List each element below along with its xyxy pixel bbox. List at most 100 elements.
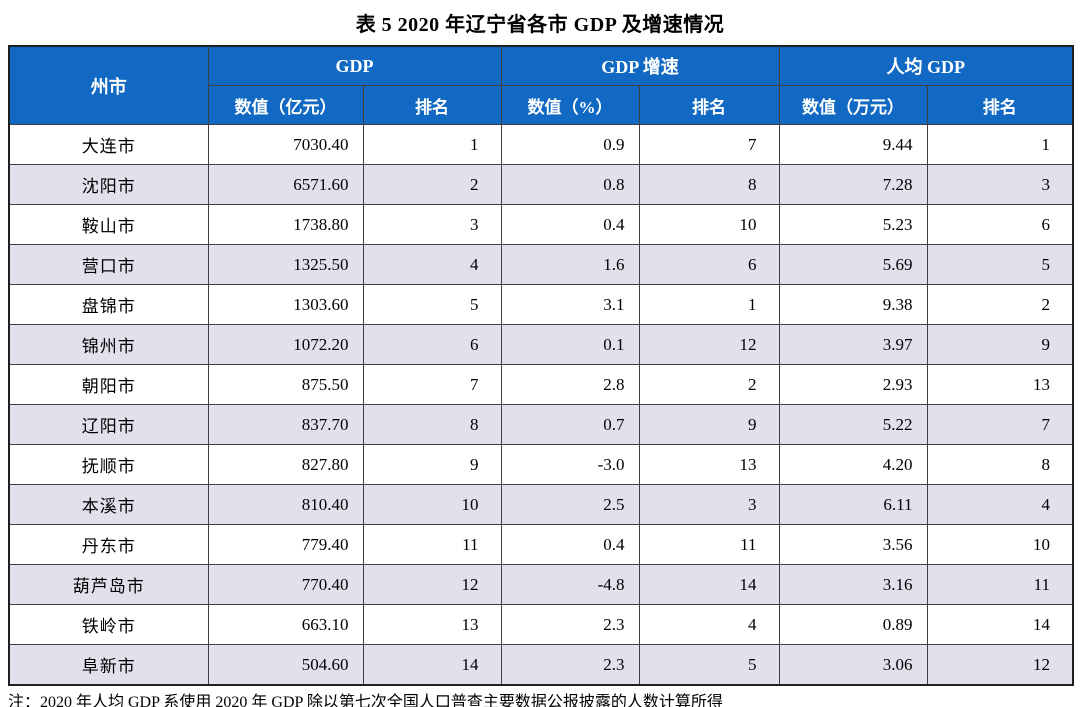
city-cell: 鞍山市 [8,204,209,245]
percapita-value-cell: 2.93 [778,364,928,405]
percapita-value-cell: 9.38 [778,284,928,325]
city-cell: 朝阳市 [8,364,209,405]
growth-rank-cell: 3 [638,484,780,525]
percapita-value-cell: 9.44 [778,124,928,165]
gdp-rank-cell: 12 [362,564,502,605]
percapita-value-cell: 7.28 [778,164,928,205]
table-row: 铁岭市 663.10 13 2.3 4 0.89 14 [8,604,1074,645]
gdp-rank-cell: 3 [362,204,502,245]
gdp-rank-cell: 10 [362,484,502,525]
percapita-value-cell: 5.22 [778,404,928,445]
growth-value-cell: 3.1 [500,284,640,325]
city-cell: 丹东市 [8,524,209,565]
table-row: 营口市 1325.50 4 1.6 6 5.69 5 [8,244,1074,285]
table-row: 锦州市 1072.20 6 0.1 12 3.97 9 [8,324,1074,365]
col-header-gdp-value: 数值（亿元） [207,85,364,125]
col-header-growth-rank: 排名 [638,85,780,125]
gdp-value-cell: 1325.50 [207,244,364,285]
growth-rank-cell: 8 [638,164,780,205]
gdp-value-cell: 1738.80 [207,204,364,245]
city-cell: 盘锦市 [8,284,209,325]
percapita-rank-cell: 7 [926,404,1074,445]
col-group-gdp-growth: GDP 增速 [500,45,780,86]
growth-rank-cell: 6 [638,244,780,285]
table-row: 鞍山市 1738.80 3 0.4 10 5.23 6 [8,204,1074,245]
gdp-rank-cell: 7 [362,364,502,405]
growth-value-cell: 0.4 [500,524,640,565]
growth-value-cell: 0.1 [500,324,640,365]
col-header-growth-value: 数值（%） [500,85,640,125]
city-cell: 大连市 [8,124,209,165]
growth-rank-cell: 9 [638,404,780,445]
city-cell: 葫芦岛市 [8,564,209,605]
percapita-rank-cell: 13 [926,364,1074,405]
gdp-rank-cell: 8 [362,404,502,445]
percapita-value-cell: 5.69 [778,244,928,285]
table-row: 大连市 7030.40 1 0.9 7 9.44 1 [8,124,1074,165]
growth-rank-cell: 14 [638,564,780,605]
table-row: 阜新市 504.60 14 2.3 5 3.06 12 [8,644,1074,686]
percapita-rank-cell: 2 [926,284,1074,325]
growth-value-cell: -4.8 [500,564,640,605]
growth-value-cell: 2.8 [500,364,640,405]
percapita-rank-cell: 6 [926,204,1074,245]
table-row: 辽阳市 837.70 8 0.7 9 5.22 7 [8,404,1074,445]
city-cell: 沈阳市 [8,164,209,205]
growth-value-cell: 0.9 [500,124,640,165]
gdp-rank-cell: 5 [362,284,502,325]
percapita-rank-cell: 11 [926,564,1074,605]
growth-rank-cell: 5 [638,644,780,686]
city-cell: 锦州市 [8,324,209,365]
table-row: 沈阳市 6571.60 2 0.8 8 7.28 3 [8,164,1074,205]
table-row: 本溪市 810.40 10 2.5 3 6.11 4 [8,484,1074,525]
gdp-rank-cell: 9 [362,444,502,485]
growth-rank-cell: 11 [638,524,780,565]
percapita-rank-cell: 9 [926,324,1074,365]
growth-value-cell: -3.0 [500,444,640,485]
gdp-value-cell: 1072.20 [207,324,364,365]
col-header-gdp-rank: 排名 [362,85,502,125]
city-cell: 阜新市 [8,644,209,686]
col-header-percapita-rank: 排名 [926,85,1074,125]
percapita-rank-cell: 1 [926,124,1074,165]
city-cell: 铁岭市 [8,604,209,645]
growth-value-cell: 0.8 [500,164,640,205]
gdp-value-cell: 827.80 [207,444,364,485]
growth-rank-cell: 1 [638,284,780,325]
growth-value-cell: 2.5 [500,484,640,525]
percapita-value-cell: 3.56 [778,524,928,565]
percapita-rank-cell: 10 [926,524,1074,565]
percapita-value-cell: 3.97 [778,324,928,365]
table-row: 葫芦岛市 770.40 12 -4.8 14 3.16 11 [8,564,1074,605]
gdp-rank-cell: 1 [362,124,502,165]
gdp-rank-cell: 14 [362,644,502,686]
percapita-rank-cell: 5 [926,244,1074,285]
percapita-value-cell: 5.23 [778,204,928,245]
percapita-rank-cell: 3 [926,164,1074,205]
gdp-value-cell: 770.40 [207,564,364,605]
percapita-rank-cell: 4 [926,484,1074,525]
percapita-rank-cell: 14 [926,604,1074,645]
gdp-value-cell: 7030.40 [207,124,364,165]
growth-value-cell: 2.3 [500,644,640,686]
percapita-rank-cell: 8 [926,444,1074,485]
growth-rank-cell: 12 [638,324,780,365]
col-group-gdp-per-capita: 人均 GDP [778,45,1074,86]
page-title: 表 5 2020 年辽宁省各市 GDP 及增速情况 [355,14,725,36]
col-header-percapita-value: 数值（万元） [778,85,928,125]
table-row: 盘锦市 1303.60 5 3.1 1 9.38 2 [8,284,1074,325]
table-row: 抚顺市 827.80 9 -3.0 13 4.20 8 [8,444,1074,485]
col-group-gdp: GDP [207,45,502,86]
table-body: 大连市 7030.40 1 0.9 7 9.44 1 沈阳市 6571.60 2 0.8 8 7.28 3… [8,124,1074,686]
gdp-value-cell: 6571.60 [207,164,364,205]
gdp-value-cell: 837.70 [207,404,364,445]
col-header-city: 州市 [8,45,209,125]
percapita-value-cell: 6.11 [778,484,928,525]
table-row: 朝阳市 875.50 7 2.8 2 2.93 13 [8,364,1074,405]
percapita-value-cell: 3.16 [778,564,928,605]
city-cell: 抚顺市 [8,444,209,485]
gdp-value-cell: 779.40 [207,524,364,565]
gdp-rank-cell: 4 [362,244,502,285]
city-cell: 营口市 [8,244,209,285]
growth-rank-cell: 7 [638,124,780,165]
